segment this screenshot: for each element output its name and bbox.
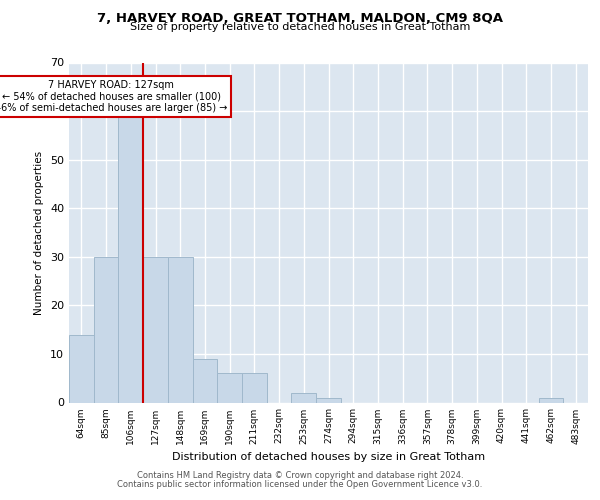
Text: 7, HARVEY ROAD, GREAT TOTHAM, MALDON, CM9 8QA: 7, HARVEY ROAD, GREAT TOTHAM, MALDON, CM…: [97, 12, 503, 26]
Bar: [118, 116, 143, 403]
Bar: [539, 398, 563, 402]
Bar: [143, 257, 168, 402]
Text: 7 HARVEY ROAD: 127sqm
← 54% of detached houses are smaller (100)
46% of semi-det: 7 HARVEY ROAD: 127sqm ← 54% of detached …: [0, 80, 227, 112]
Bar: [94, 257, 118, 402]
Bar: [217, 374, 242, 402]
Text: Size of property relative to detached houses in Great Totham: Size of property relative to detached ho…: [130, 22, 470, 32]
Bar: [242, 374, 267, 402]
X-axis label: Distribution of detached houses by size in Great Totham: Distribution of detached houses by size …: [172, 452, 485, 462]
Text: Contains public sector information licensed under the Open Government Licence v3: Contains public sector information licen…: [118, 480, 482, 489]
Y-axis label: Number of detached properties: Number of detached properties: [34, 150, 44, 314]
Bar: [69, 334, 94, 402]
Bar: [292, 393, 316, 402]
Bar: [316, 398, 341, 402]
Bar: [168, 257, 193, 402]
Bar: [193, 359, 217, 403]
Text: Contains HM Land Registry data © Crown copyright and database right 2024.: Contains HM Land Registry data © Crown c…: [137, 471, 463, 480]
